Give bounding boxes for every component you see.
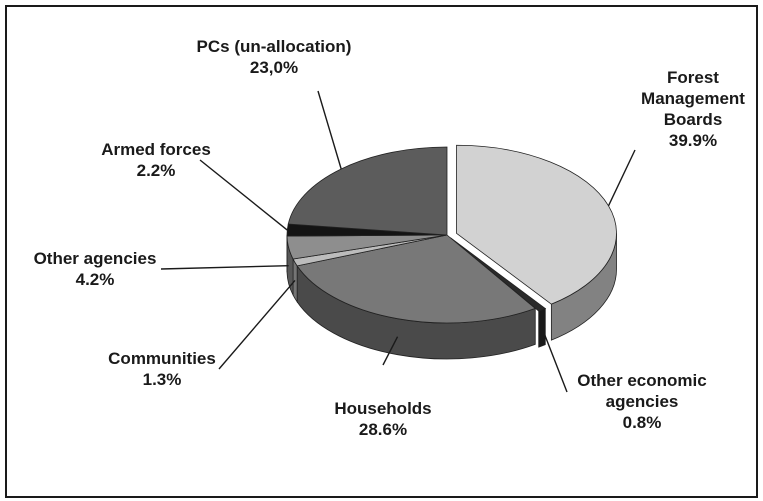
slice-value-pcs: 23,0% (250, 58, 298, 77)
slice-name-pcs: PCs (un-allocation) (197, 37, 352, 56)
slice-name-oea: Other economic (577, 371, 706, 390)
slice-side-oea (538, 307, 546, 348)
chart-frame: Forest Management Boards 39.9% Other economi… (5, 5, 758, 498)
slice-value-fmb: 39.9% (669, 131, 717, 150)
slice-label-com: Communities 1.3% (108, 349, 216, 389)
slice-name-oa: Other agencies (34, 249, 157, 268)
slice-value-oea: 0.8% (623, 413, 662, 432)
pie-tops (286, 144, 617, 324)
leader-line-fmb (607, 149, 636, 207)
slice-name-com: Communities (108, 349, 216, 368)
slice-name-af: Armed forces (101, 140, 211, 159)
leader-line-hh (382, 336, 399, 366)
slice-label-hh: Households 28.6% (334, 399, 431, 439)
slice-value-hh: 28.6% (359, 420, 407, 439)
slice-name-fmb: Forest (667, 68, 719, 87)
leader-line-com (218, 280, 296, 370)
slice-pcs (287, 146, 448, 236)
slice-label-oa: Other agencies 4.2% (34, 249, 157, 289)
leader-line-oea (541, 327, 568, 393)
slice-labels: Forest Management Boards 39.9% Other economi… (34, 37, 746, 439)
slice-value-com: 1.3% (143, 370, 182, 389)
slice-value-af: 2.2% (137, 161, 176, 180)
leader-line-oa (160, 264, 289, 270)
leader-line-af (199, 159, 288, 231)
slice-fmb (456, 144, 617, 305)
slice-name-oea: agencies (606, 392, 679, 411)
slice-name-hh: Households (334, 399, 431, 418)
slice-name-fmb: Management (641, 89, 745, 108)
leader-lines (160, 90, 636, 393)
slice-name-fmb: Boards (664, 110, 723, 129)
slice-label-fmb: Forest Management Boards 39.9% (641, 68, 745, 150)
slice-hh (296, 234, 537, 324)
slice-label-oea: Other economic agencies 0.8% (577, 371, 706, 432)
pie-chart: Forest Management Boards 39.9% Other economi… (34, 37, 746, 439)
slice-label-pcs: PCs (un-allocation) 23,0% (197, 37, 352, 77)
leader-line-pcs (317, 90, 342, 170)
slice-label-af: Armed forces 2.2% (101, 140, 211, 180)
slice-value-oa: 4.2% (76, 270, 115, 289)
slice-oea (450, 237, 547, 312)
